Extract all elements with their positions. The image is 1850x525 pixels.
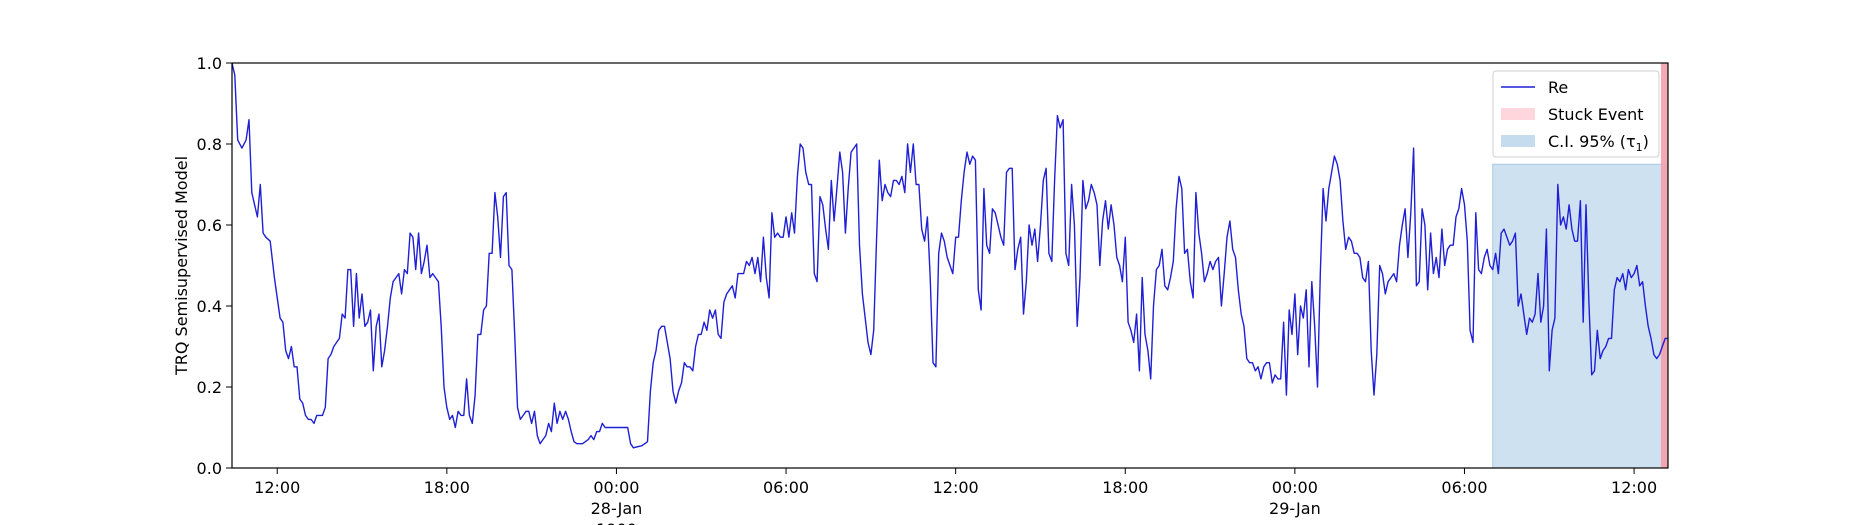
plot-frame bbox=[231, 62, 1669, 469]
y-tick-label: 0.4 bbox=[197, 297, 222, 316]
x-tick-label: 12:00 bbox=[1611, 478, 1657, 497]
x-tick-label: 00:00 bbox=[593, 478, 639, 497]
x-tick-label: 12:00 bbox=[254, 478, 300, 497]
series-line-re bbox=[231, 62, 1668, 449]
series-layer bbox=[231, 62, 1668, 449]
x-tick-label: 18:00 bbox=[424, 478, 470, 497]
y-axis: 0.0 0.2 0.4 0.6 0.8 1.0 bbox=[197, 54, 232, 478]
x-tick-label: 06:00 bbox=[1441, 478, 1487, 497]
x-tick-label: 28-Jan bbox=[591, 499, 643, 518]
legend-entry-label: Stuck Event bbox=[1548, 105, 1644, 124]
y-axis-label: TRQ Semisupervised Model bbox=[172, 156, 191, 376]
legend: Re Stuck Event C.I. 95% (τ1) bbox=[1492, 70, 1660, 158]
legend-entry-label: Re bbox=[1548, 78, 1568, 97]
y-tick-label: 0.8 bbox=[197, 135, 222, 154]
region-stuck-event bbox=[1660, 63, 1668, 468]
x-tick-label: 00:00 bbox=[1272, 478, 1318, 497]
x-tick-label: 1900 bbox=[596, 520, 637, 525]
legend-swatch-patch bbox=[1501, 108, 1535, 120]
y-tick-label: 1.0 bbox=[197, 54, 222, 73]
x-tick-label: 06:00 bbox=[763, 478, 809, 497]
y-tick-label: 0.0 bbox=[197, 459, 222, 478]
x-tick-label: 12:00 bbox=[933, 478, 979, 497]
y-tick-label: 0.6 bbox=[197, 216, 222, 235]
x-tick-label: 18:00 bbox=[1102, 478, 1148, 497]
legend-entry-label: C.I. 95% (τ1) bbox=[1548, 132, 1649, 154]
x-axis: 12:00 18:00 00:00 28-Jan 1900 06:00 12:00 18:00… bbox=[254, 468, 1657, 525]
y-tick-label: 0.2 bbox=[197, 378, 222, 397]
legend-swatch-patch bbox=[1501, 135, 1535, 147]
x-tick-label: 29-Jan bbox=[1269, 499, 1321, 518]
